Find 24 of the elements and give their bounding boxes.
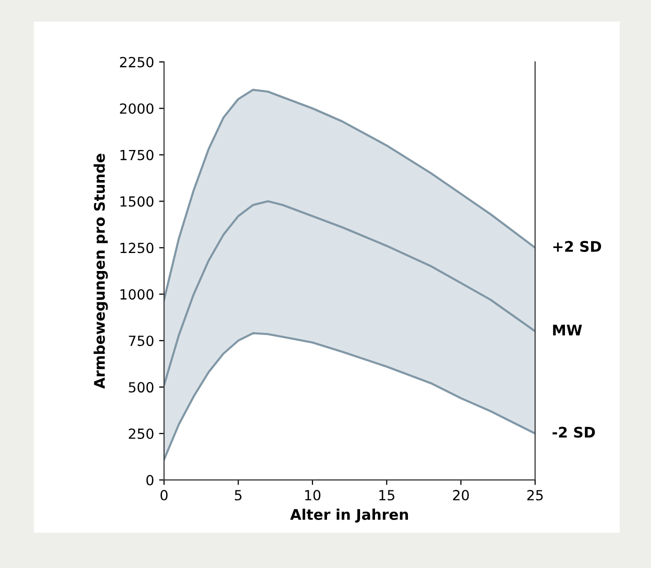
- x-axis-title: Alter in Jahren: [290, 508, 408, 523]
- line-series: [164, 332, 536, 461]
- y-tick-label: 750: [128, 336, 154, 346]
- line-series: [164, 88, 536, 301]
- y-tick-label: 0: [146, 474, 154, 486]
- y-tick-label: 2250: [120, 56, 154, 68]
- x-tick-label: 15: [379, 490, 394, 500]
- series-label: -2 SD: [552, 426, 595, 438]
- y-tick-label: 1500: [120, 196, 154, 207]
- x-tick-label: 0: [160, 490, 168, 500]
- y-tick-label: 500: [128, 382, 154, 393]
- y-tick-label: 1250: [120, 242, 154, 254]
- y-tick-label: 1750: [120, 150, 154, 160]
- x-tick-label: 20: [453, 490, 469, 500]
- x-tick-label: 25: [527, 490, 543, 500]
- line-series: [164, 200, 536, 386]
- x-tick-label: 5: [234, 490, 242, 500]
- y-tick-label: 250: [128, 428, 154, 439]
- y-tick-label: 2000: [120, 103, 154, 114]
- y-tick-label: 1000: [120, 289, 154, 300]
- series-label: +2 SD: [553, 240, 602, 252]
- x-tick-label: 10: [305, 490, 320, 500]
- series-label: MW: [553, 324, 582, 336]
- y-axis-title: Armbewegungen pro Stunde: [94, 154, 108, 389]
